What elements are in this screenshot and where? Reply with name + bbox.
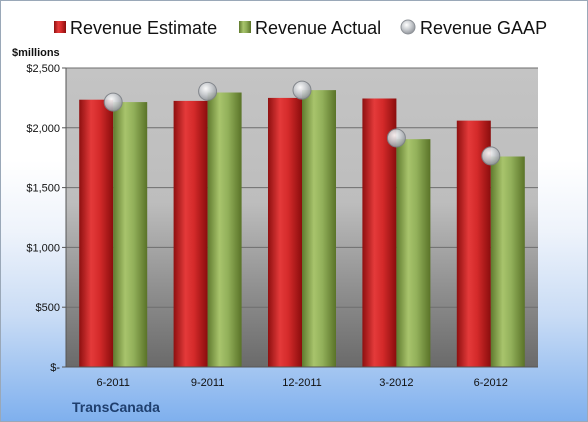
- x-axis: 6-2011 9-2011 12-2011 3-2012 6-2012: [66, 366, 538, 389]
- y-tick-label: $1,000: [26, 242, 60, 254]
- bars: [79, 90, 525, 368]
- marker-revenue-gaap: [481, 146, 501, 166]
- y-tick-label: $2,500: [26, 63, 60, 75]
- y-tick-label: $500: [36, 302, 60, 314]
- marker-revenue-gaap: [103, 92, 123, 112]
- x-tick-label: 9-2011: [191, 377, 224, 389]
- y-tick-label: $-: [50, 362, 60, 374]
- legend-label-revenue-gaap: Revenue GAAP: [420, 18, 547, 38]
- x-tick-label: 3-2012: [379, 377, 413, 389]
- x-tick-label: 12-2011: [282, 377, 322, 389]
- bar-revenue-estimate: [173, 100, 208, 367]
- bar-revenue-actual: [113, 102, 148, 367]
- legend-swatch-revenue-actual: [239, 21, 251, 33]
- legend-swatch-revenue-estimate: [54, 21, 66, 33]
- legend-label-revenue-estimate: Revenue Estimate: [70, 18, 217, 38]
- company-label: TransCanada: [72, 399, 160, 415]
- x-tick-label: 6-2011: [96, 377, 129, 389]
- bar-revenue-estimate: [79, 99, 114, 367]
- bar-revenue-actual: [207, 92, 242, 367]
- gaap-markers: [103, 80, 501, 166]
- bar-revenue-actual: [490, 156, 525, 367]
- x-tick-label: 6-2012: [474, 377, 508, 389]
- y-tick-label: $1,500: [26, 183, 60, 195]
- legend-label-revenue-actual: Revenue Actual: [255, 18, 381, 38]
- marker-revenue-gaap: [292, 80, 312, 100]
- marker-revenue-gaap: [198, 81, 218, 101]
- marker-revenue-gaap: [386, 128, 406, 148]
- y-axis: $- $500 $1,000 $1,500 $2,000 $2,500: [26, 63, 67, 374]
- unit-label: $millions: [12, 47, 60, 59]
- y-tick-label: $2,000: [26, 123, 60, 135]
- bar-revenue-actual: [396, 139, 431, 367]
- bar-revenue-actual: [302, 90, 336, 367]
- legend-marker-revenue-gaap: [400, 19, 416, 35]
- bar-revenue-estimate: [268, 97, 302, 368]
- legend: Revenue Estimate Revenue Actual Revenue …: [54, 18, 547, 38]
